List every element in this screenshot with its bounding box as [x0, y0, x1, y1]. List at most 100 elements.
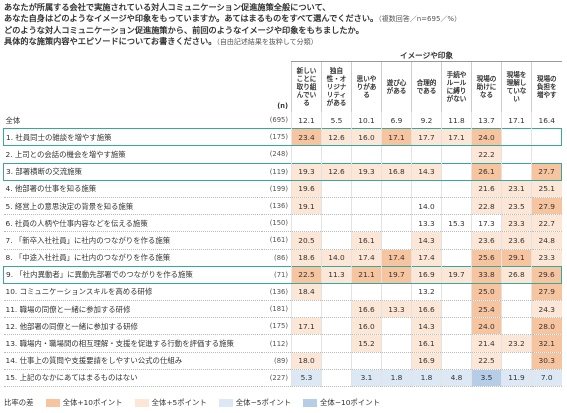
cell-value: 24.0: [471, 317, 502, 336]
empty-cell: [411, 145, 442, 164]
table-row: 2. 上司との会話の機会を増やす施策 (248) 22.2: [3, 145, 562, 164]
cell-value: 23.5: [501, 197, 532, 216]
table-row: 14. 仕事上の質問や支援要請をしやすい公式の仕組み (89) 18.0 16.9 22…: [3, 352, 562, 370]
cell-value: 22.8: [471, 197, 502, 216]
row-n: (89): [261, 352, 292, 370]
table-row: 10. コミュニケーションスキルを高める研修 (136) 18.4 13.2 25.0 2…: [3, 283, 562, 302]
row-n: (136): [261, 197, 292, 216]
empty-cell: [441, 300, 472, 319]
empty-cell: [501, 128, 532, 147]
cell-value: 13.3: [381, 300, 412, 319]
row-n: (86): [261, 249, 292, 267]
empty-cell: [381, 145, 412, 164]
row-n: (227): [261, 369, 292, 388]
table-row: 8. 「中途入社社員」に社内のつながりを作る施策 (86) 18.6 14.0 17.4…: [3, 249, 562, 267]
empty-cell: [351, 352, 382, 370]
cell-value: 16.9: [411, 265, 442, 284]
cell-value: 5.5: [321, 112, 352, 130]
cell-value: 24.0: [471, 128, 502, 147]
question-text: 具体的な施策内容やエピソードについてお書きください。: [4, 36, 217, 46]
table-row: 7. 「新卒入社社員」に社内のつながりを作る施策 (161) 20.5 16.1 14.…: [3, 231, 562, 250]
row-label: 9. 「社内異動者」に異動先部署でのつながりを作る施策: [3, 265, 262, 284]
legend-swatch: [303, 398, 318, 407]
cell-value: 26.8: [501, 265, 532, 284]
legend: 比率の差 全体+10ポイント 全体+5ポイント 全体−5ポイント 全体−10ポイント: [4, 397, 380, 408]
empty-cell: [441, 283, 472, 302]
cell-value: 25.4: [471, 300, 502, 319]
empty-cell: [441, 231, 472, 250]
cell-value: 15.3: [441, 214, 472, 233]
cell-value: 16.6: [411, 300, 442, 319]
cell-value: 23.1: [501, 180, 532, 198]
cell-value: 17.7: [411, 128, 442, 147]
row-label: 4. 他部署の仕事を知る施策: [3, 180, 262, 198]
cell-value: 1.8: [411, 369, 442, 388]
legend-label: 全体+5ポイント: [151, 398, 207, 407]
cell-value: 22.5: [471, 352, 502, 370]
legend-swatch: [45, 398, 60, 407]
legend-item: 全体−5ポイント: [218, 397, 291, 408]
row-n: (161): [261, 231, 292, 250]
cell-value: 23.3: [501, 214, 532, 233]
row-n: (119): [261, 162, 292, 181]
empty-cell: [321, 180, 352, 198]
cell-value: 16.8: [381, 162, 412, 181]
row-n: (150): [261, 214, 292, 233]
empty-cell: [501, 283, 532, 302]
row-label: 12. 他部署の同僚と一緒に参加する研修: [3, 317, 262, 336]
cell-value: 13.2: [411, 283, 442, 302]
cell-value: 17.1: [381, 128, 412, 147]
empty-cell: [531, 128, 562, 147]
row-n: (199): [261, 180, 292, 198]
cell-value: 17.4: [411, 249, 442, 267]
cell-value: 21.1: [351, 265, 382, 284]
cell-value: 24.8: [531, 231, 562, 250]
row-label: 11. 職場の同僚と一緒に参加する研修: [3, 300, 262, 319]
empty-cell: [321, 300, 352, 319]
cell-value: 30.3: [531, 352, 562, 370]
cell-value: 29.1: [501, 249, 532, 267]
cell-value: 29.6: [531, 265, 562, 284]
empty-cell: [321, 231, 352, 250]
empty-cell: [381, 334, 412, 353]
empty-cell: [501, 145, 532, 164]
row-label: 2. 上司との会話の機会を増やす施策: [3, 145, 262, 164]
table-row: 全体 (695) 12.1 5.5 10.1 6.9 9.2 11.8 13.7 17.1 16.4: [3, 112, 562, 130]
row-n: (71): [261, 265, 292, 284]
header-row: (n) イメージや印象: [4, 50, 562, 110]
cell-value: 24.3: [531, 300, 562, 319]
cell-value: 22.5: [291, 265, 322, 284]
cell-value: 16.0: [351, 317, 382, 336]
cell-value: 17.1: [291, 317, 322, 336]
empty-cell: [321, 334, 352, 353]
cell-value: 3.5: [471, 369, 502, 388]
empty-cell: [441, 162, 472, 181]
row-n: (181): [261, 300, 292, 319]
column-header: 合理的である: [411, 61, 442, 112]
cell-value: 4.8: [441, 369, 472, 388]
cell-value: 14.0: [411, 197, 442, 216]
cell-value: 33.8: [471, 265, 502, 284]
cell-value: 21.6: [471, 180, 502, 198]
table-row: 4. 他部署の仕事を知る施策 (199) 19.6 21.6 23.1 25.1: [3, 180, 562, 198]
row-n: (112): [261, 334, 292, 353]
row-n: (248): [261, 145, 292, 164]
cell-value: 25.0: [471, 283, 502, 302]
empty-cell: [321, 352, 352, 370]
row-label: 3. 部署横断の交流施策: [3, 162, 262, 181]
cell-value: 20.5: [291, 231, 322, 250]
cell-value: 25.6: [471, 249, 502, 267]
empty-cell: [441, 249, 472, 267]
group-header: イメージや印象: [291, 50, 562, 62]
table-row: 15. 上記のなかにあてはまるものはない (227) 5.3 3.1 1.8 1.8 4.8…: [3, 369, 562, 388]
empty-cell: [501, 162, 532, 181]
empty-cell: [381, 180, 412, 198]
cell-value: 17.4: [381, 249, 412, 267]
empty-cell: [321, 283, 352, 302]
row-label: 7. 「新卒入社社員」に社内のつながりを作る施策: [3, 231, 262, 250]
row-label: 13. 職場内・職場間の相互理解・支援を促進する行動を評価する施策: [3, 334, 262, 353]
cell-value: 17.3: [471, 214, 502, 233]
legend-item: 全体+10ポイント: [45, 397, 123, 408]
row-n: (695): [261, 112, 292, 130]
